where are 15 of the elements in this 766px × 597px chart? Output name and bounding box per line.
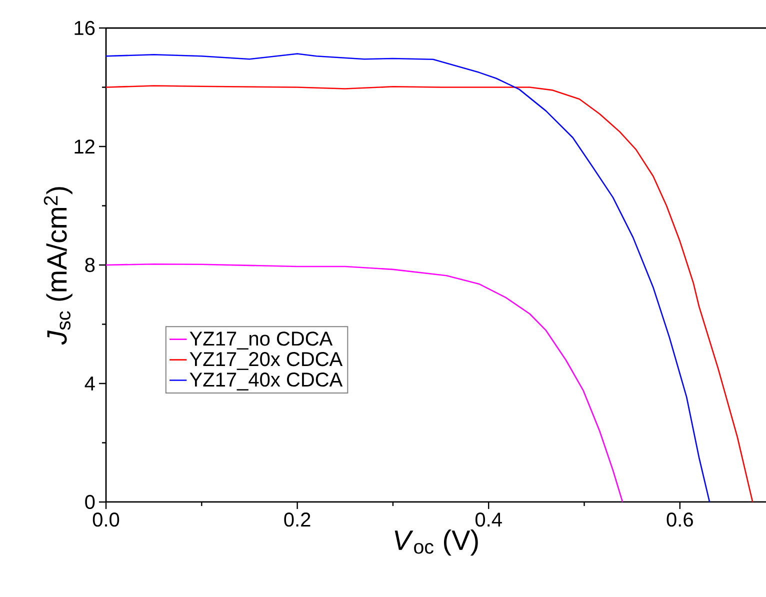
- line-series: [105, 263, 624, 503]
- x-tick-label: 0.2: [284, 512, 310, 527]
- x-tick-label: 0.6: [666, 512, 693, 527]
- legend-label: YZ17_20x CDCA: [190, 352, 343, 370]
- y-tick-label: 4: [84, 376, 95, 390]
- x-axis-title: V$_{oc}$ (V): [394, 530, 478, 556]
- y-tick-label: 0: [85, 494, 95, 510]
- y-tick-label: 8: [85, 258, 95, 272]
- y-tick-label: 12: [74, 140, 94, 154]
- y-tick-label: 16: [74, 20, 95, 36]
- x-tick-label: 0.0: [92, 512, 120, 527]
- legend-label: YZ17_40x CDCA: [190, 372, 343, 390]
- legend-label: YZ17_no CDCA: [190, 332, 333, 350]
- x-tick-label: 0.4: [475, 512, 502, 527]
- y-axis-title: J$_{sc}$ (mA/cm$^{2}$): [44, 187, 72, 345]
